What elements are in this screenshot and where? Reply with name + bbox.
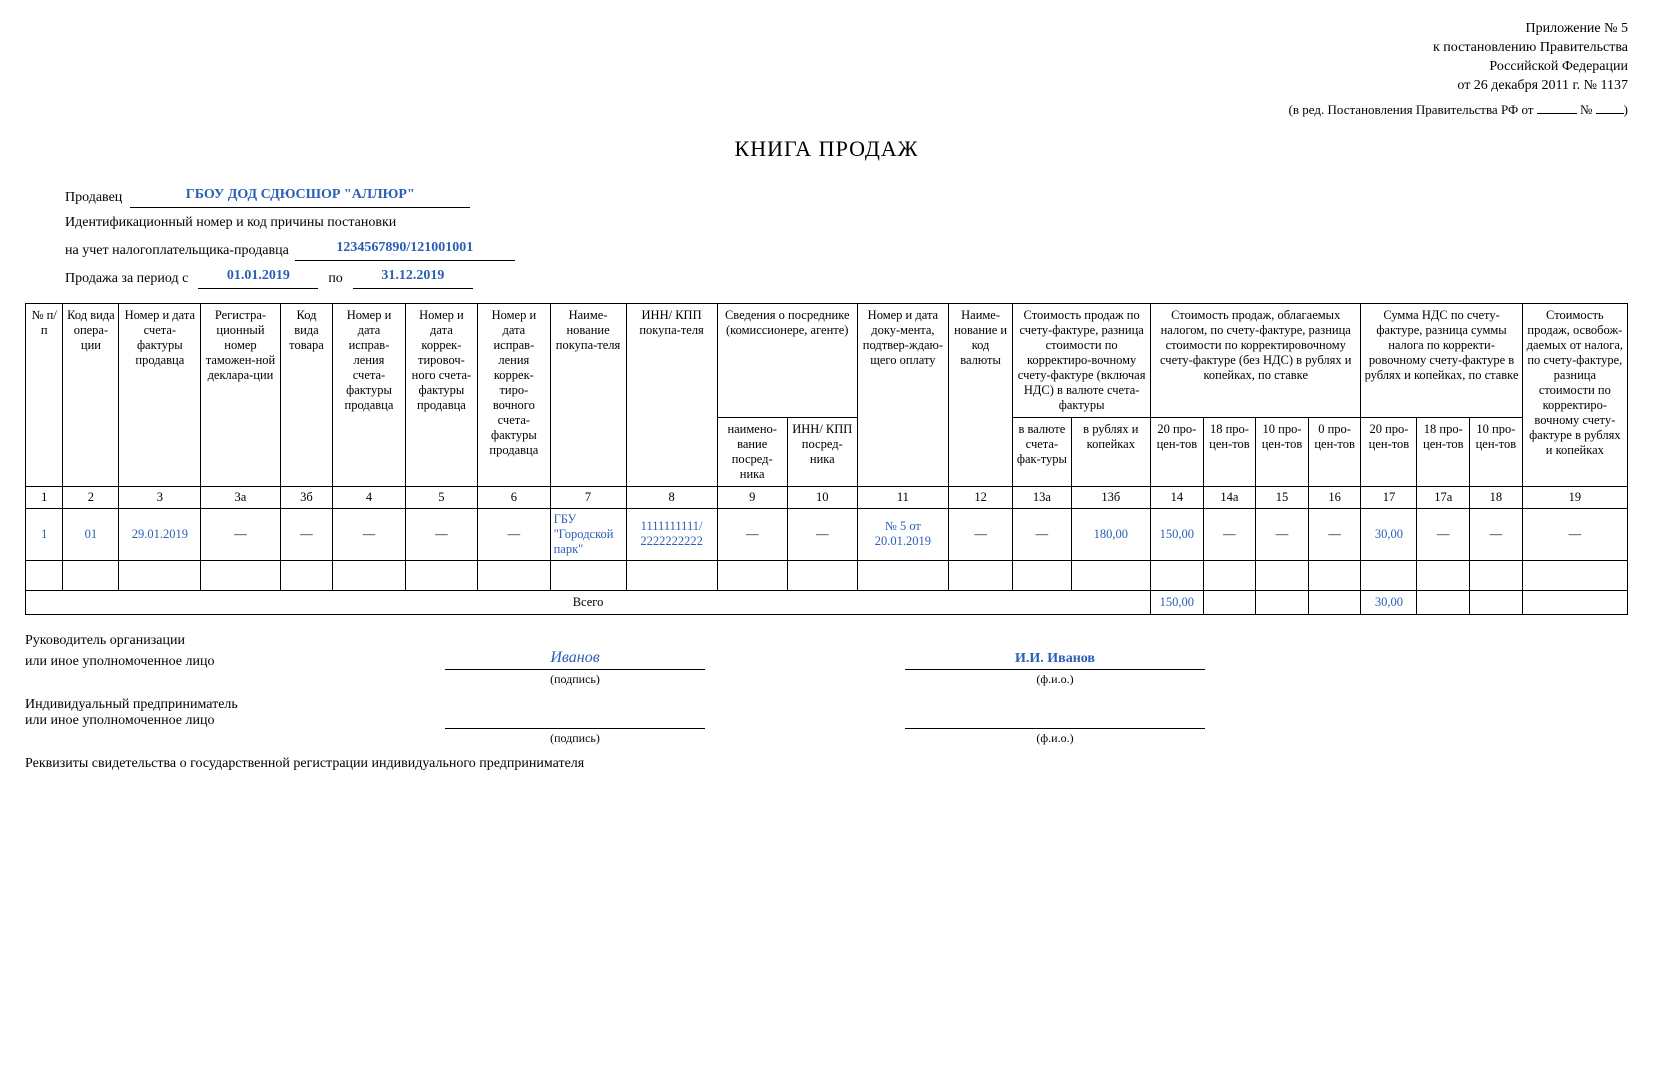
col-6-header: Номер и дата исправ-ления коррек-тиро-во… xyxy=(478,303,550,486)
cell-code: 01 xyxy=(63,508,119,560)
inn-kpp-value: 1234567890/121001001 xyxy=(295,237,515,261)
col-17a-header: 18 про-цен-тов xyxy=(1417,417,1470,486)
period-to: 31.12.2019 xyxy=(353,265,473,289)
col-5-header: Номер и дата коррек-тировоч-ного счета-ф… xyxy=(405,303,477,486)
cell-9: — xyxy=(717,508,787,560)
cell-12: — xyxy=(948,508,1012,560)
col-13a-header: в валюте счета-фак-туры xyxy=(1013,417,1071,486)
cell-5: — xyxy=(405,508,477,560)
cell-13a: — xyxy=(1013,508,1071,560)
head-fullname: И.И. Иванов xyxy=(905,651,1205,670)
appendix-reference: Приложение № 5 к постановлению Правитель… xyxy=(25,20,1628,96)
cell-10: — xyxy=(787,508,857,560)
signature-block: Руководитель организации или иное уполно… xyxy=(25,633,1628,772)
col-14-header: 20 про-цен-тов xyxy=(1151,417,1204,486)
col-8-header: ИНН/ КПП покупа-теля xyxy=(626,303,717,486)
col-17-header: 20 про-цен-тов xyxy=(1361,417,1417,486)
sub-podpis-1: (подпись) xyxy=(445,672,705,687)
col-11-header: Номер и дата доку-мента, подтвер-ждаю-ще… xyxy=(857,303,948,486)
cell-num: 1 xyxy=(26,508,63,560)
seller-name: ГБОУ ДОД СДЮСШОР "АЛЛЮР" xyxy=(130,184,470,208)
cell-18: — xyxy=(1470,508,1523,560)
column-number-row: 1 2 3 3а 3б 4 5 6 7 8 9 10 11 12 13а 13б… xyxy=(26,486,1628,508)
ip-label1: Индивидуальный предприниматель xyxy=(25,697,1628,713)
col-3a-header: Регистра-ционный номер таможен-ной декла… xyxy=(201,303,280,486)
rekvizity-label: Реквизиты свидетельства о государственно… xyxy=(25,756,1628,772)
table-header: № п/п Код вида опера-ции Номер и дата сч… xyxy=(26,303,1628,508)
cell-4: — xyxy=(333,508,405,560)
col-3b-header: Код вида товара xyxy=(280,303,333,486)
col-13-group-header: Стоимость продаж по счету-фактуре, разни… xyxy=(1013,303,1151,417)
cell-15: — xyxy=(1256,508,1309,560)
sub-podpis-2: (подпись) xyxy=(445,731,705,746)
head-signature: Иванов xyxy=(550,649,599,666)
cell-16: — xyxy=(1308,508,1361,560)
cell-13b: 180,00 xyxy=(1071,508,1150,560)
col-13b-header: в рублях и копейках xyxy=(1071,417,1150,486)
ip-fullname-line xyxy=(905,726,1205,729)
inn-label-line1: Идентификационный номер и код причины по… xyxy=(65,212,396,233)
table-empty-row xyxy=(26,560,1628,590)
head-label2: или иное уполномоченное лицо xyxy=(25,654,445,670)
cell-3b: — xyxy=(280,508,333,560)
appendix-line1: Приложение № 5 xyxy=(25,20,1628,39)
ip-label2: или иное уполномоченное лицо xyxy=(25,713,445,729)
col-4-header: Номер и дата исправ-ления счета-фактуры … xyxy=(333,303,405,486)
cell-invoice-date: 29.01.2019 xyxy=(119,508,201,560)
cell-6: — xyxy=(478,508,550,560)
table-row: 1 01 29.01.2019 — — — — — ГБУ "Городской… xyxy=(26,508,1628,560)
seller-label: Продавец xyxy=(65,187,122,208)
head-label1: Руководитель организации xyxy=(25,633,1628,649)
col-15-header: 10 про-цен-тов xyxy=(1256,417,1309,486)
ip-signature-line xyxy=(445,726,705,729)
col-18-header: 10 про-цен-тов xyxy=(1470,417,1523,486)
col-1-header: № п/п xyxy=(26,303,63,486)
col-9-10-group-header: Сведения о посреднике (комиссионере, аге… xyxy=(717,303,857,417)
total-17: 30,00 xyxy=(1361,590,1417,614)
col-2-header: Код вида опера-ции xyxy=(63,303,119,486)
col-14-16-group-header: Стоимость продаж, облагаемых налогом, по… xyxy=(1151,303,1361,417)
col-12-header: Наиме-нование и код валюты xyxy=(948,303,1012,486)
document-title: КНИГА ПРОДАЖ xyxy=(25,136,1628,162)
col-10-header: ИНН/ КПП посред-ника xyxy=(787,417,857,486)
col-14a-header: 18 про-цен-тов xyxy=(1203,417,1256,486)
period-label: Продажа за период с xyxy=(65,268,188,289)
cell-3a: — xyxy=(201,508,280,560)
edition-note: (в ред. Постановления Правительства РФ о… xyxy=(25,102,1628,118)
sub-fio-1: (ф.и.о.) xyxy=(905,672,1205,687)
cell-14: 150,00 xyxy=(1151,508,1204,560)
col-16-header: 0 про-цен-тов xyxy=(1308,417,1361,486)
sales-book-table: № п/п Код вида опера-ции Номер и дата сч… xyxy=(25,303,1628,615)
appendix-line4: от 26 декабря 2011 г. № 1137 xyxy=(25,77,1628,96)
total-label: Всего xyxy=(26,590,1151,614)
col-17-18-group-header: Сумма НДС по счету-фактуре, разница сумм… xyxy=(1361,303,1522,417)
period-from: 01.01.2019 xyxy=(198,265,318,289)
appendix-line2: к постановлению Правительства xyxy=(25,39,1628,58)
cell-19: — xyxy=(1522,508,1627,560)
cell-14a: — xyxy=(1203,508,1256,560)
cell-paydoc: № 5 от 20.01.2019 xyxy=(857,508,948,560)
header-block: Продавец ГБОУ ДОД СДЮСШОР "АЛЛЮР" Иденти… xyxy=(65,184,1628,289)
inn-label-line2: на учет налогоплательщика-продавца xyxy=(65,240,289,261)
cell-17: 30,00 xyxy=(1361,508,1417,560)
table-total-row: Всего 150,00 30,00 xyxy=(26,590,1628,614)
col-19-header: Стоимость продаж, освобож-даемых от нало… xyxy=(1522,303,1627,486)
cell-17a: — xyxy=(1417,508,1470,560)
col-9-header: наимено-вание посред-ника xyxy=(717,417,787,486)
cell-inn: 1111111111/ 2222222222 xyxy=(626,508,717,560)
cell-buyer: ГБУ "Городской парк" xyxy=(550,508,626,560)
period-to-label: по xyxy=(328,268,343,289)
sub-fio-2: (ф.и.о.) xyxy=(905,731,1205,746)
col-3-header: Номер и дата счета-фактуры продавца xyxy=(119,303,201,486)
total-14: 150,00 xyxy=(1151,590,1204,614)
appendix-line3: Российской Федерации xyxy=(25,58,1628,77)
col-7-header: Наиме-нование покупа-теля xyxy=(550,303,626,486)
